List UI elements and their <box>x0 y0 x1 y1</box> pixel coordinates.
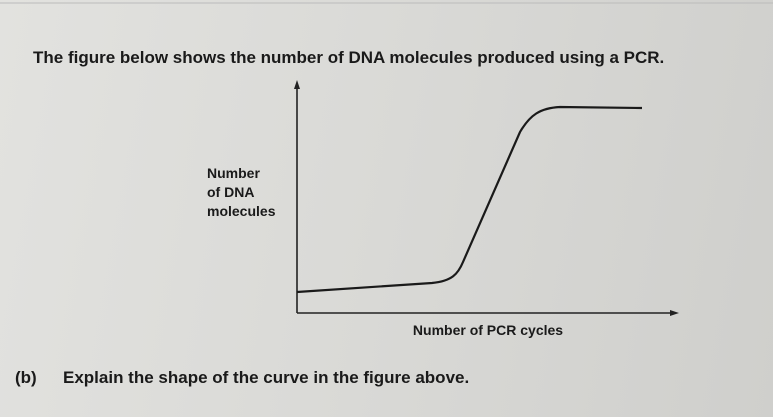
x-axis-arrow <box>670 310 679 316</box>
y-axis-label: Number <box>207 165 260 181</box>
y-axis-label: molecules <box>207 203 276 219</box>
question-text: Explain the shape of the curve in the fi… <box>63 368 469 387</box>
intro-text: The figure below shows the number of DNA… <box>33 48 664 67</box>
question-label: (b) <box>15 368 37 387</box>
x-axis-label: Number of PCR cycles <box>413 322 563 338</box>
y-axis-label: of DNA <box>207 184 254 200</box>
y-axis-arrow <box>294 80 300 89</box>
curve <box>296 105 643 294</box>
